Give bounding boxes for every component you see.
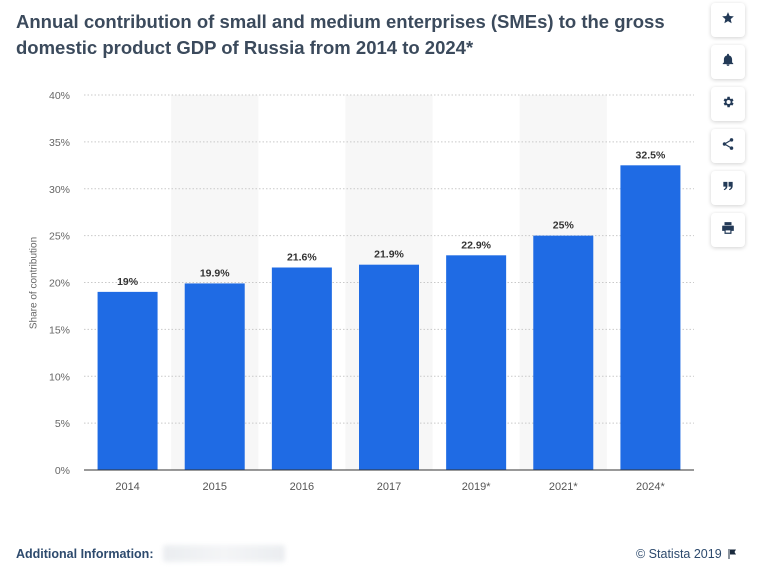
data-label: 21.6% — [287, 252, 317, 264]
notification-button[interactable] — [711, 45, 745, 79]
copyright-text: © Statista 2019 — [636, 547, 722, 561]
favorite-button[interactable] — [711, 3, 745, 37]
print-button[interactable] — [711, 213, 745, 247]
x-tick-label: 2019* — [462, 481, 491, 493]
y-axis-label-text: Share of contribution — [28, 236, 40, 330]
star-icon — [721, 11, 735, 30]
share-button[interactable] — [711, 129, 745, 163]
data-label: 25% — [553, 220, 575, 232]
quote-icon — [721, 179, 735, 198]
settings-button[interactable] — [711, 87, 745, 121]
data-label: 19% — [117, 276, 139, 288]
bar[interactable] — [184, 283, 245, 470]
bar[interactable] — [533, 235, 594, 470]
share-icon — [721, 137, 735, 156]
bar[interactable] — [97, 291, 158, 470]
x-tick-label: 2021* — [549, 481, 578, 493]
bar[interactable] — [271, 267, 332, 471]
x-tick-label: 2016 — [290, 481, 314, 493]
copyright-notice[interactable]: © Statista 2019 — [636, 547, 738, 561]
data-label: 21.9% — [374, 249, 404, 261]
x-tick-label: 2017 — [377, 481, 401, 493]
y-tick-label: 20% — [49, 278, 70, 290]
data-label: 22.9% — [461, 239, 491, 251]
bar[interactable] — [620, 165, 681, 470]
y-tick-label: 35% — [49, 137, 70, 149]
chart-title: Annual contribution of small and medium … — [16, 11, 665, 58]
print-icon — [721, 221, 735, 240]
x-tick-label: 2015 — [202, 481, 226, 493]
y-tick-label: 0% — [55, 465, 70, 477]
flag-icon — [726, 548, 738, 560]
y-tick-label: 15% — [49, 324, 70, 336]
y-tick-label: 10% — [49, 371, 70, 383]
y-tick-label: 40% — [49, 90, 70, 102]
x-tick-label: 2014 — [115, 481, 139, 493]
additional-information-label[interactable]: Additional Information: — [16, 547, 154, 561]
y-tick-label: 5% — [55, 418, 70, 430]
cite-button[interactable] — [711, 171, 745, 205]
x-tick-label: 2024* — [636, 481, 665, 493]
data-label: 32.5% — [636, 149, 666, 161]
bar[interactable] — [359, 264, 419, 470]
toolbar — [711, 3, 745, 255]
data-label: 19.9% — [200, 267, 230, 279]
y-tick-label: 25% — [49, 231, 70, 243]
bell-icon — [721, 53, 735, 72]
y-tick-label: 30% — [49, 184, 70, 196]
login-prompt-blurred[interactable] — [163, 545, 285, 562]
bar[interactable] — [446, 255, 507, 470]
gear-icon — [721, 95, 735, 114]
